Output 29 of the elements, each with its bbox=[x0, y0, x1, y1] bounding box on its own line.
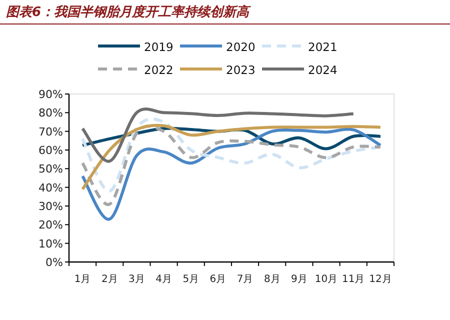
legend-label: 2019 bbox=[144, 40, 174, 54]
x-tick-label: 3月 bbox=[128, 274, 145, 285]
y-tick-label: 40% bbox=[38, 181, 63, 194]
x-tick-label: 9月 bbox=[291, 274, 308, 285]
x-tick-label: 8月 bbox=[264, 274, 280, 285]
x-tick-label: 2月 bbox=[101, 274, 118, 285]
x-tick-label: 4月 bbox=[156, 274, 172, 285]
y-tick-label: 0% bbox=[46, 256, 63, 269]
x-tick-label: 6月 bbox=[210, 274, 226, 285]
y-tick-label: 50% bbox=[38, 162, 63, 176]
y-tick-label: 90% bbox=[38, 88, 63, 101]
legend-label: 2021 bbox=[308, 40, 338, 54]
x-tick-label: 7月 bbox=[236, 274, 254, 285]
x-tick-label: 1月 bbox=[74, 274, 91, 285]
y-tick-label: 20% bbox=[38, 218, 63, 232]
y-tick-label: 30% bbox=[38, 200, 63, 213]
y-tick-label: 10% bbox=[38, 237, 63, 250]
x-tick-label: 5月 bbox=[182, 274, 200, 285]
legend-label: 2023 bbox=[226, 63, 256, 77]
legend-label: 2024 bbox=[308, 63, 338, 77]
legend-label: 2022 bbox=[144, 63, 174, 77]
y-tick-label: 70% bbox=[38, 125, 63, 138]
legend-label: 2020 bbox=[226, 40, 256, 54]
chart-title: 图表6：我国半钢胎月度开工率持续创新高 bbox=[6, 4, 252, 20]
x-tick-label: 12月 bbox=[369, 274, 392, 285]
x-tick-label: 11月 bbox=[342, 274, 365, 285]
x-tick-label: 10月 bbox=[314, 274, 338, 285]
y-tick-label: 80% bbox=[38, 106, 63, 120]
y-tick-label: 60% bbox=[38, 144, 63, 157]
